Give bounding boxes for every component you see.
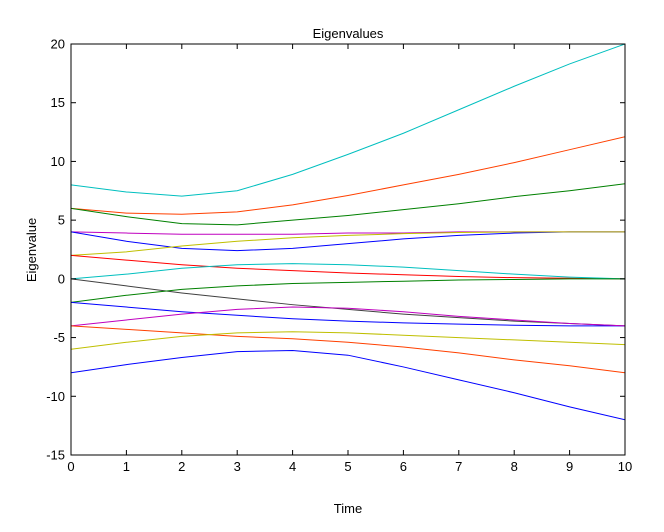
series-line-5 (71, 231, 625, 256)
x-tick-label: 7 (455, 459, 462, 474)
y-tick-label: 10 (51, 154, 65, 169)
y-tick-label: 0 (58, 271, 65, 286)
y-tick-label: -15 (46, 448, 65, 463)
x-tick-label: 6 (400, 459, 407, 474)
x-tick-label: 2 (178, 459, 185, 474)
series-line-11 (71, 306, 625, 327)
x-tick-label: 1 (123, 459, 130, 474)
x-tick-label: 8 (511, 459, 518, 474)
series-line-2 (71, 183, 625, 226)
series-line-12 (71, 325, 625, 374)
y-axis-label: Eigenvalue (24, 218, 39, 282)
series-line-13 (71, 331, 625, 350)
axes-layer: 0 1 2 3 4 5 6 7 8 9 10 -15 -10 -5 0 5 10 15 20 (46, 37, 632, 475)
x-tick-label: 5 (344, 459, 351, 474)
plot-frame (70, 43, 626, 456)
series-layer (71, 44, 625, 421)
y-tick-label: 5 (58, 213, 65, 228)
x-axis-label: Time (334, 501, 362, 516)
y-tick-label: 20 (51, 37, 65, 52)
x-tick-label: 9 (566, 459, 573, 474)
y-tick-label: -5 (53, 330, 65, 345)
y-tick-label: 15 (51, 95, 65, 110)
series-line-10 (71, 301, 625, 327)
x-tick-label: 10 (618, 459, 632, 474)
series-line-14 (71, 349, 625, 421)
series-line-1 (71, 136, 625, 215)
series-line-9 (71, 278, 625, 303)
x-tick-label: 3 (234, 459, 241, 474)
x-tick-label: 4 (289, 459, 296, 474)
series-line-4 (71, 231, 625, 252)
series-line-8 (71, 278, 625, 327)
series-line-6 (71, 254, 625, 280)
x-tick-label: 0 (67, 459, 74, 474)
y-tick-label: -10 (46, 389, 65, 404)
series-line-7 (71, 263, 625, 280)
chart-title: Eigenvalues (313, 26, 384, 41)
series-line-0 (71, 44, 625, 197)
